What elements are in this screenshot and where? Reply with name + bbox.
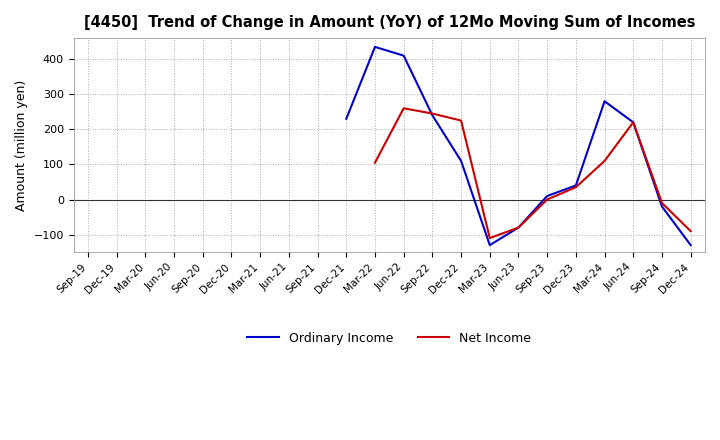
Ordinary Income <box>371 44 379 50</box>
Ordinary Income <box>456 158 465 164</box>
Title: [4450]  Trend of Change in Amount (YoY) of 12Mo Moving Sum of Incomes: [4450] Trend of Change in Amount (YoY) o… <box>84 15 695 30</box>
Ordinary Income <box>686 242 695 248</box>
Net Income <box>456 118 465 123</box>
Ordinary Income <box>514 225 523 230</box>
Net Income <box>543 197 552 202</box>
Net Income <box>600 158 609 164</box>
Line: Net Income: Net Income <box>375 108 690 238</box>
Net Income <box>657 200 666 205</box>
Ordinary Income <box>342 116 351 121</box>
Legend: Ordinary Income, Net Income: Ordinary Income, Net Income <box>243 327 536 350</box>
Net Income <box>400 106 408 111</box>
Ordinary Income <box>400 53 408 58</box>
Net Income <box>371 160 379 165</box>
Ordinary Income <box>629 120 638 125</box>
Ordinary Income <box>485 242 494 248</box>
Ordinary Income <box>543 193 552 198</box>
Net Income <box>572 185 580 190</box>
Net Income <box>686 228 695 234</box>
Ordinary Income <box>428 113 437 118</box>
Line: Ordinary Income: Ordinary Income <box>346 47 690 245</box>
Ordinary Income <box>572 183 580 188</box>
Net Income <box>514 225 523 230</box>
Ordinary Income <box>657 204 666 209</box>
Net Income <box>428 111 437 116</box>
Y-axis label: Amount (million yen): Amount (million yen) <box>15 80 28 211</box>
Net Income <box>629 120 638 125</box>
Ordinary Income <box>600 99 609 104</box>
Net Income <box>485 235 494 241</box>
